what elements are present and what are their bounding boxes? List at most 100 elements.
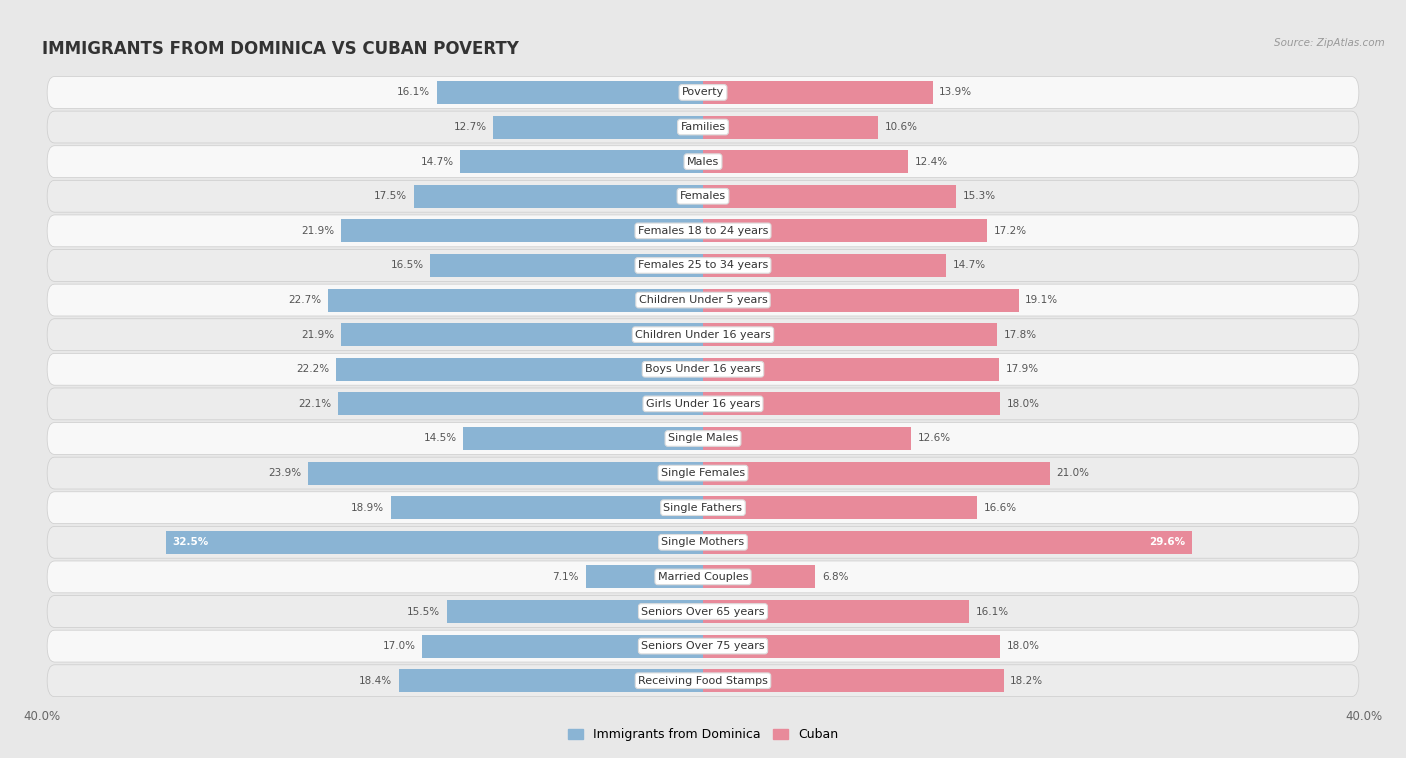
Bar [703, 254, 946, 277]
Bar [703, 600, 969, 623]
Text: 21.0%: 21.0% [1056, 468, 1090, 478]
Text: 14.5%: 14.5% [423, 434, 457, 443]
Text: Single Fathers: Single Fathers [664, 503, 742, 512]
Text: Single Mothers: Single Mothers [661, 537, 745, 547]
FancyBboxPatch shape [48, 492, 1358, 524]
FancyBboxPatch shape [48, 561, 1358, 593]
Text: 18.0%: 18.0% [1007, 399, 1040, 409]
Bar [494, 115, 703, 139]
Bar [703, 393, 1001, 415]
Text: Children Under 16 years: Children Under 16 years [636, 330, 770, 340]
Bar [703, 669, 1004, 692]
Bar [586, 565, 703, 588]
Bar [703, 634, 1001, 658]
Bar [308, 462, 703, 484]
Text: 23.9%: 23.9% [269, 468, 301, 478]
FancyBboxPatch shape [48, 77, 1358, 108]
Bar [703, 185, 956, 208]
Text: Families: Families [681, 122, 725, 132]
Text: Females 25 to 34 years: Females 25 to 34 years [638, 261, 768, 271]
FancyBboxPatch shape [48, 180, 1358, 212]
Text: 21.9%: 21.9% [301, 226, 335, 236]
Text: Single Females: Single Females [661, 468, 745, 478]
Text: Single Males: Single Males [668, 434, 738, 443]
FancyBboxPatch shape [48, 249, 1358, 281]
Text: 18.0%: 18.0% [1007, 641, 1040, 651]
Bar [703, 81, 932, 104]
Bar [336, 358, 703, 381]
FancyBboxPatch shape [48, 596, 1358, 628]
Text: 10.6%: 10.6% [884, 122, 918, 132]
FancyBboxPatch shape [48, 422, 1358, 454]
Bar [430, 254, 703, 277]
Text: 18.9%: 18.9% [352, 503, 384, 512]
FancyBboxPatch shape [48, 284, 1358, 316]
Bar [703, 565, 815, 588]
Bar [703, 115, 879, 139]
Text: 15.5%: 15.5% [408, 606, 440, 616]
Text: 16.5%: 16.5% [391, 261, 423, 271]
Bar [399, 669, 703, 692]
Text: 16.1%: 16.1% [398, 87, 430, 98]
Text: 21.9%: 21.9% [301, 330, 335, 340]
Text: Source: ZipAtlas.com: Source: ZipAtlas.com [1274, 38, 1385, 48]
Text: 22.7%: 22.7% [288, 295, 322, 305]
Text: Females: Females [681, 191, 725, 202]
Text: 14.7%: 14.7% [952, 261, 986, 271]
FancyBboxPatch shape [48, 215, 1358, 247]
Text: Seniors Over 65 years: Seniors Over 65 years [641, 606, 765, 616]
FancyBboxPatch shape [48, 111, 1358, 143]
Bar [391, 496, 703, 519]
Bar [703, 150, 908, 173]
Text: Seniors Over 75 years: Seniors Over 75 years [641, 641, 765, 651]
Text: 6.8%: 6.8% [823, 572, 848, 582]
FancyBboxPatch shape [48, 146, 1358, 177]
FancyBboxPatch shape [48, 665, 1358, 697]
Text: 7.1%: 7.1% [553, 572, 579, 582]
Text: Children Under 5 years: Children Under 5 years [638, 295, 768, 305]
Bar [703, 323, 997, 346]
Text: Females 18 to 24 years: Females 18 to 24 years [638, 226, 768, 236]
Text: 32.5%: 32.5% [173, 537, 209, 547]
Bar [342, 219, 703, 243]
Text: 22.2%: 22.2% [297, 365, 329, 374]
FancyBboxPatch shape [48, 319, 1358, 351]
Bar [703, 462, 1050, 484]
Text: Married Couples: Married Couples [658, 572, 748, 582]
Text: 15.3%: 15.3% [962, 191, 995, 202]
Text: 16.1%: 16.1% [976, 606, 1008, 616]
Text: 12.4%: 12.4% [914, 157, 948, 167]
Text: 29.6%: 29.6% [1149, 537, 1185, 547]
Text: 19.1%: 19.1% [1025, 295, 1059, 305]
Text: 17.5%: 17.5% [374, 191, 408, 202]
Bar [703, 289, 1018, 312]
Bar [422, 634, 703, 658]
Bar [703, 531, 1192, 554]
Text: Boys Under 16 years: Boys Under 16 years [645, 365, 761, 374]
Text: 22.1%: 22.1% [298, 399, 332, 409]
Text: 12.7%: 12.7% [454, 122, 486, 132]
Text: 17.2%: 17.2% [994, 226, 1026, 236]
FancyBboxPatch shape [48, 630, 1358, 662]
Bar [703, 496, 977, 519]
FancyBboxPatch shape [48, 526, 1358, 558]
Text: 16.6%: 16.6% [984, 503, 1017, 512]
Bar [337, 393, 703, 415]
Bar [703, 427, 911, 450]
Bar [328, 289, 703, 312]
Text: Girls Under 16 years: Girls Under 16 years [645, 399, 761, 409]
Text: 12.6%: 12.6% [918, 434, 950, 443]
Text: 17.9%: 17.9% [1005, 365, 1039, 374]
Bar [703, 219, 987, 243]
Bar [447, 600, 703, 623]
Bar [413, 185, 703, 208]
Bar [342, 323, 703, 346]
Text: 17.8%: 17.8% [1004, 330, 1036, 340]
FancyBboxPatch shape [48, 388, 1358, 420]
Bar [464, 427, 703, 450]
Bar [166, 531, 703, 554]
Text: 13.9%: 13.9% [939, 87, 973, 98]
Text: Receiving Food Stamps: Receiving Food Stamps [638, 675, 768, 686]
Text: 17.0%: 17.0% [382, 641, 416, 651]
Text: Poverty: Poverty [682, 87, 724, 98]
